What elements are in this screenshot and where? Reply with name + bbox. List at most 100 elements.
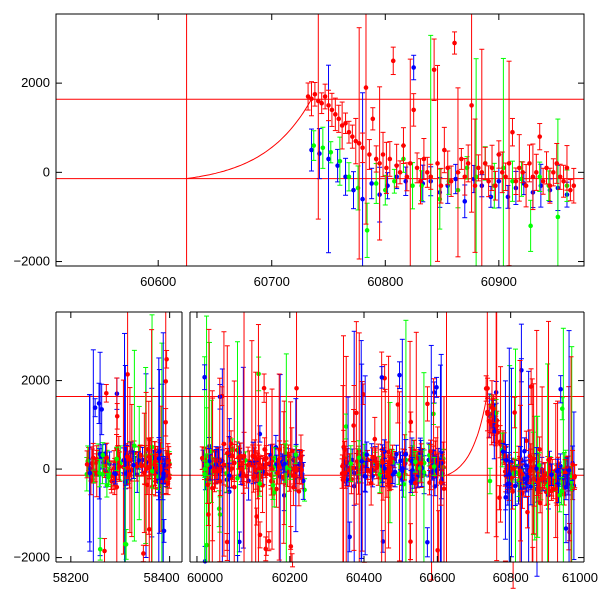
data-point bbox=[555, 118, 561, 266]
point-cluster bbox=[199, 312, 308, 568]
data-point bbox=[408, 470, 414, 494]
data-point bbox=[524, 465, 530, 489]
data-point bbox=[540, 167, 546, 195]
point-cluster bbox=[84, 312, 173, 563]
data-point bbox=[400, 127, 406, 164]
data-point bbox=[504, 475, 510, 494]
data-point bbox=[383, 141, 389, 194]
data-point bbox=[370, 107, 376, 131]
y-tick-label: −2000 bbox=[13, 550, 50, 565]
data-point bbox=[496, 485, 502, 511]
data-point bbox=[528, 199, 534, 252]
data-point bbox=[343, 157, 349, 196]
data-point bbox=[491, 403, 497, 460]
data-point bbox=[213, 458, 219, 485]
data-point bbox=[360, 92, 366, 266]
data-point bbox=[386, 355, 392, 549]
data-point bbox=[283, 353, 289, 562]
data-point bbox=[373, 145, 379, 173]
data-point bbox=[429, 562, 435, 581]
data-point bbox=[224, 345, 230, 561]
data-point bbox=[554, 458, 560, 484]
data-point bbox=[312, 81, 318, 107]
data-point bbox=[104, 442, 110, 473]
data-point bbox=[290, 562, 296, 568]
data-point bbox=[458, 148, 464, 170]
data-point bbox=[102, 538, 108, 562]
point-cluster bbox=[339, 319, 447, 581]
data-point bbox=[512, 465, 518, 507]
data-point bbox=[435, 64, 441, 262]
data-point bbox=[472, 118, 478, 253]
x-tick-label: 60700 bbox=[254, 274, 290, 289]
data-point bbox=[494, 312, 500, 562]
data-point bbox=[516, 134, 522, 202]
data-point bbox=[96, 458, 102, 488]
data-point bbox=[353, 117, 359, 165]
data-point bbox=[351, 408, 357, 443]
x-tick-label: 60800 bbox=[493, 570, 529, 585]
series-00ff00 bbox=[311, 34, 570, 266]
data-point bbox=[346, 162, 352, 192]
data-point bbox=[84, 450, 90, 479]
data-point bbox=[348, 445, 354, 482]
data-point bbox=[228, 430, 234, 458]
data-point bbox=[131, 451, 137, 479]
data-point bbox=[114, 403, 120, 430]
data-point bbox=[364, 441, 370, 469]
data-point bbox=[506, 60, 512, 267]
data-point bbox=[408, 523, 414, 561]
data-point bbox=[486, 165, 492, 198]
data-point bbox=[563, 513, 569, 544]
data-point bbox=[438, 459, 444, 506]
data-point bbox=[479, 48, 485, 266]
data-point bbox=[387, 455, 393, 489]
data-point bbox=[204, 453, 210, 477]
data-point bbox=[558, 375, 564, 404]
data-point bbox=[240, 457, 246, 494]
data-point bbox=[434, 376, 440, 398]
data-point bbox=[329, 92, 335, 127]
y-tick-label: 2000 bbox=[21, 75, 50, 90]
data-point bbox=[253, 451, 259, 490]
data-point bbox=[535, 472, 541, 493]
data-point bbox=[530, 143, 536, 211]
data-point bbox=[326, 89, 332, 122]
data-point bbox=[403, 439, 409, 470]
data-point bbox=[359, 381, 365, 552]
data-point bbox=[521, 437, 527, 466]
data-point bbox=[166, 467, 172, 489]
data-point bbox=[346, 120, 352, 144]
data-point bbox=[550, 479, 556, 500]
data-point bbox=[92, 398, 98, 418]
data-point bbox=[116, 451, 122, 482]
data-point bbox=[308, 128, 314, 172]
data-point bbox=[513, 167, 519, 196]
data-point bbox=[397, 451, 403, 471]
data-point bbox=[350, 171, 356, 210]
data-point bbox=[363, 14, 369, 225]
data-point bbox=[421, 138, 427, 180]
data-point bbox=[489, 144, 495, 192]
data-point bbox=[261, 373, 267, 403]
data-point bbox=[364, 202, 370, 258]
data-point bbox=[387, 141, 393, 177]
data-point bbox=[537, 123, 543, 151]
data-point bbox=[394, 143, 400, 188]
data-point bbox=[160, 456, 166, 501]
data-point bbox=[540, 468, 546, 489]
series-ff0000 bbox=[305, 14, 577, 267]
data-point bbox=[262, 437, 268, 462]
data-point bbox=[241, 312, 247, 562]
x-tick-label: 60900 bbox=[481, 274, 517, 289]
data-point bbox=[257, 521, 263, 549]
data-point bbox=[288, 526, 294, 562]
data-point bbox=[418, 443, 424, 484]
data-point bbox=[105, 467, 111, 488]
data-point bbox=[397, 160, 403, 185]
data-point bbox=[382, 174, 388, 206]
data-point bbox=[369, 167, 375, 200]
data-point bbox=[368, 461, 374, 506]
bottom-panel: 58200 58400 60000 60200 60400 60600 60800 61000… bbox=[13, 311, 598, 589]
